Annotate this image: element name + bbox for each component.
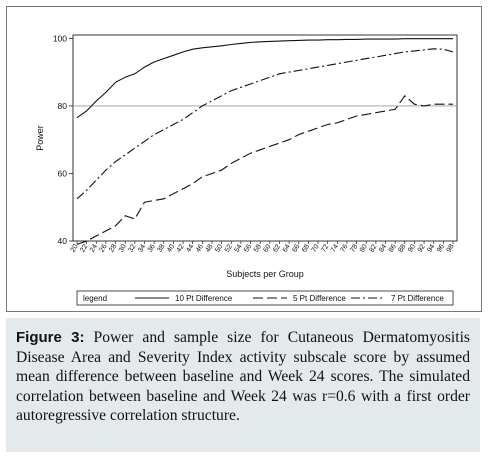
caption-paragraph: Figure 3: Power and sample size for Cuta… [16,328,470,426]
x-tick-label: 40 [166,243,176,253]
plot-frame [72,34,458,242]
x-tick-label: 20 [70,243,80,253]
legend-label-0: 10 Pt Difference [175,294,233,303]
x-tick-label: 46 [195,243,205,253]
figure-caption: Figure 3: Power and sample size for Cuta… [6,318,480,452]
x-tick-label: 82 [368,243,378,253]
x-tick-label: 68 [301,243,311,253]
x-tick-label: 84 [378,243,388,253]
x-tick-label: 36 [147,243,157,253]
x-tick-label: 38 [156,243,166,253]
series-line-2 [76,48,454,200]
legend-title: legend [83,294,107,303]
x-tick-label: 44 [185,243,195,253]
x-tick-label: 58 [253,243,263,253]
x-tick-label: 64 [282,243,292,253]
x-tick-label: 56 [243,243,253,253]
x-tick-label: 34 [137,243,147,253]
series-line-0 [76,38,453,119]
y-tick-label: 40 [58,236,68,246]
caption-body: Power and sample size for Cutaneous Derm… [16,329,470,425]
x-tick-label: 54 [234,243,244,253]
y-tick-label: 80 [58,101,68,111]
x-tick-label: 48 [205,243,215,253]
x-tick-label: 86 [388,243,398,253]
x-tick-label: 26 [99,243,109,253]
x-tick-label: 32 [127,243,137,253]
x-tick-label: 76 [340,243,350,253]
x-axis-title: Subjects per Group [226,269,304,279]
x-tick-label: 50 [214,243,224,253]
y-tick-label: 100 [53,33,67,43]
x-tick-label: 22 [79,243,89,253]
x-tick-label: 80 [359,243,369,253]
x-tick-label: 24 [89,243,99,253]
y-tick-label: 60 [58,168,68,178]
x-tick-label: 96 [436,243,446,253]
x-tick-label: 28 [108,243,118,253]
series-line-1 [76,94,453,245]
x-tick-label: 60 [262,243,272,253]
x-tick-label: 88 [397,243,407,253]
caption-label: Figure 3: [16,329,85,346]
x-tick-label: 52 [224,243,234,253]
x-tick-label: 98 [446,243,456,253]
legend-box [76,290,454,306]
legend-label-1: 5 Pt Difference [293,294,346,303]
x-tick-label: 70 [311,243,321,253]
x-tick-label: 78 [349,243,359,253]
x-tick-label: 92 [417,243,427,253]
x-tick-label: 66 [291,243,301,253]
x-tick-label: 72 [320,243,330,253]
x-tick-label: 74 [330,243,340,253]
figure-panel: 40 60 80 100 20 22 24 26 28 30 32 34 36 38 40 42 44 46 48 5… [6,6,482,312]
x-tick-label: 94 [426,243,436,253]
x-tick-label: 30 [118,243,128,253]
x-tick-label: 42 [176,243,186,253]
legend-label-2: 7 Pt Difference [391,294,444,303]
y-axis-title: Power [35,125,45,151]
x-tick-label: 90 [407,243,417,253]
x-tick-label: 62 [272,243,282,253]
